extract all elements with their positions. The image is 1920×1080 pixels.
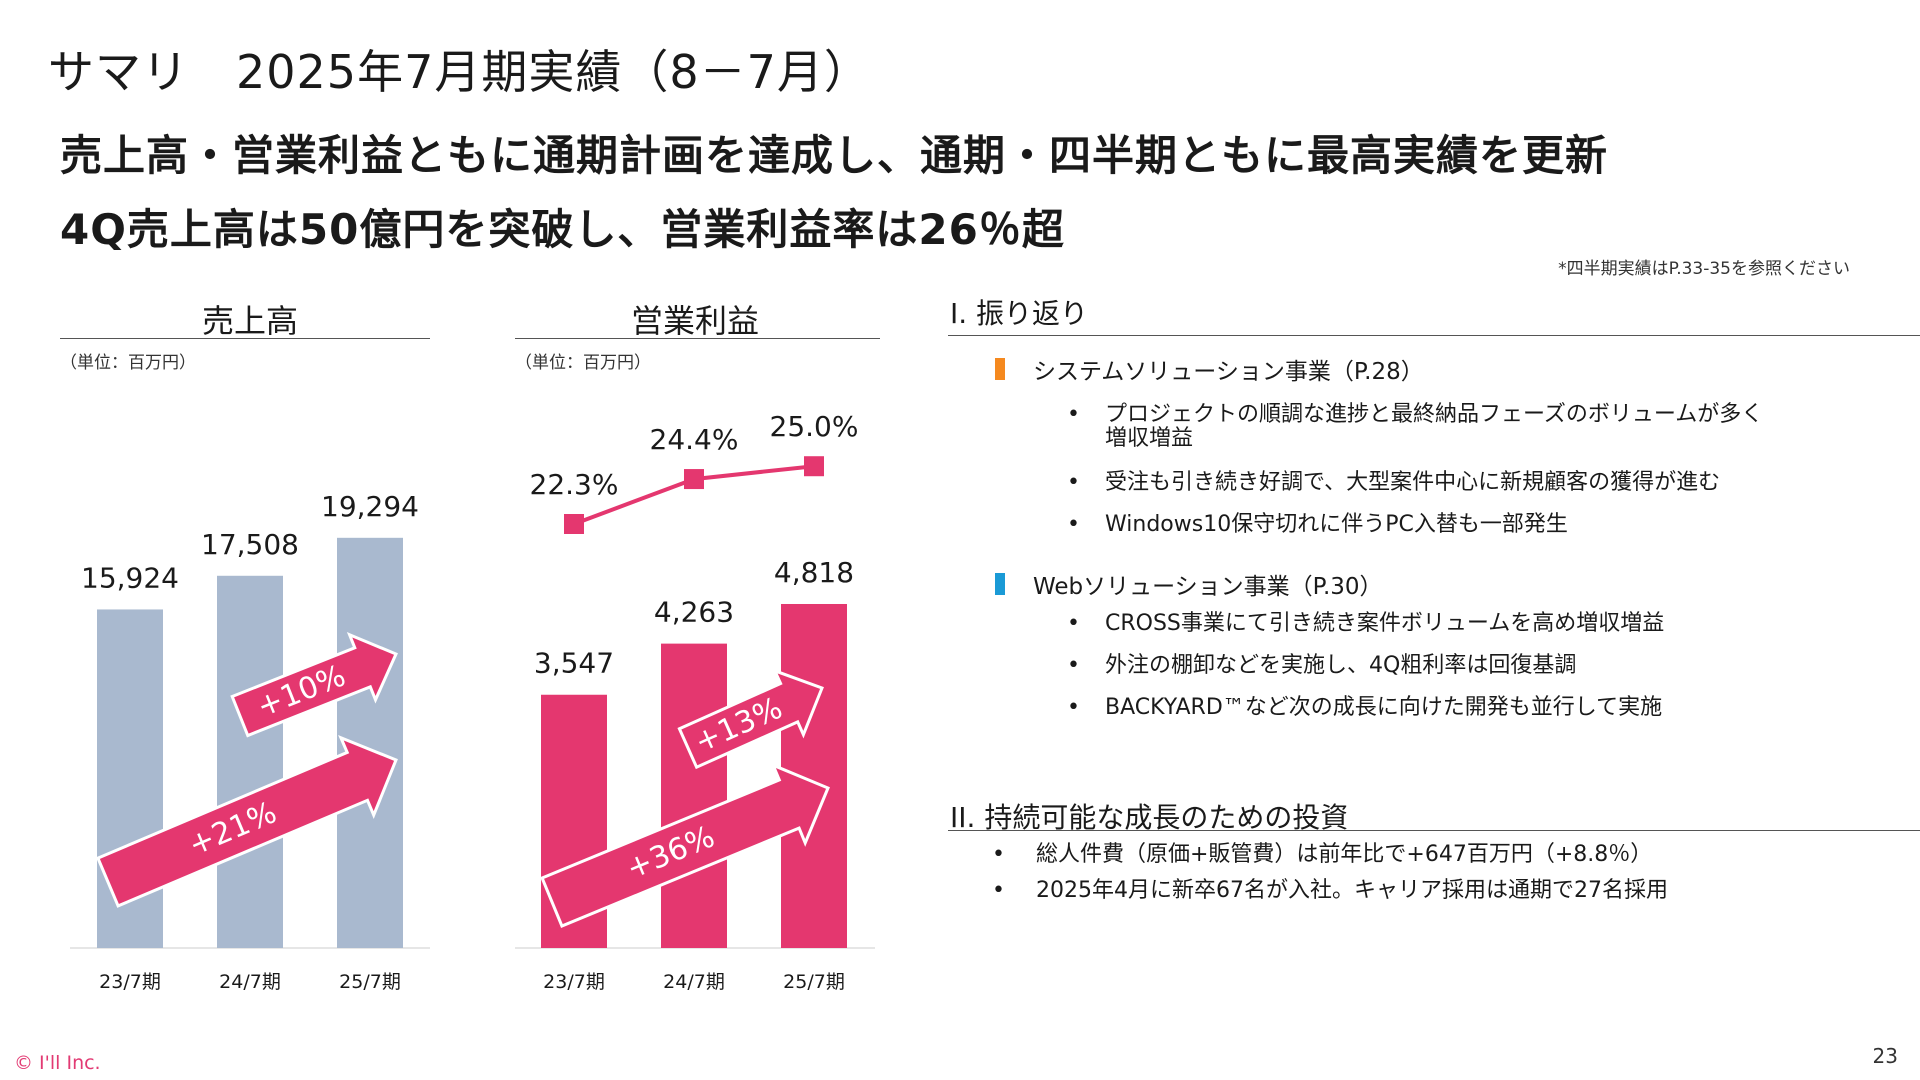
headline-secondary: 4Q売上高は50億円を突破し、営業利益率は26％超 bbox=[60, 205, 1065, 254]
bullet-icon: • bbox=[1067, 402, 1080, 427]
sales-growth-arrow-total bbox=[95, 734, 398, 908]
list-item: • 2025年4月に新卒67名が入社。キャリア採用は通期で27名採用 bbox=[992, 878, 1872, 906]
bullet-text: CROSS事業にて引き続き案件ボリュームを高め増収増益 bbox=[1105, 611, 1665, 636]
blue-marker-icon bbox=[995, 573, 1005, 595]
sales-category-label: 23/7期 bbox=[99, 971, 161, 993]
bullet-text: 外注の棚卸などを実施し、4Q粗利率は回復基調 bbox=[1105, 653, 1577, 678]
copyright-text: © I'll Inc. bbox=[14, 1052, 101, 1074]
profit-growth-arrow-total bbox=[540, 762, 830, 928]
margin-marker bbox=[804, 456, 824, 477]
bullet-icon: • bbox=[1067, 512, 1080, 537]
bullet-text: プロジェクトの順調な進捗と最終納品フェーズのボリュームが多く bbox=[1105, 402, 1764, 427]
profit-value-label: 4,263 bbox=[654, 596, 734, 629]
sales-category-label: 24/7期 bbox=[219, 971, 281, 993]
list-item: • 外注の棚卸などを実施し、4Q粗利率は回復基調 bbox=[1067, 653, 1867, 681]
profit-chart-title-rule bbox=[515, 338, 880, 339]
bullet-text: Windows10保守切れに伴うPC入替も一部発生 bbox=[1105, 512, 1568, 537]
bullet-icon: • bbox=[1067, 470, 1080, 495]
profit-category-label: 24/7期 bbox=[663, 971, 725, 993]
bullet-icon: • bbox=[992, 878, 1005, 903]
bullet-icon: • bbox=[1067, 653, 1080, 678]
margin-marker bbox=[564, 514, 584, 534]
profit-value-label: 4,818 bbox=[774, 556, 854, 589]
page-number: 23 bbox=[1872, 1044, 1898, 1068]
footnote: *四半期実績はP.33-35を参照ください bbox=[1558, 259, 1850, 279]
sales-value-label: 15,924 bbox=[81, 561, 179, 594]
sales-chart-title-rule bbox=[60, 338, 430, 339]
orange-marker-icon bbox=[995, 358, 1005, 380]
sales-chart-unit: （単位：百万円） bbox=[60, 353, 196, 373]
sales-category-label: 25/7期 bbox=[339, 971, 401, 993]
subsection-system-solution: システムソリューション事業（P.28） bbox=[995, 352, 1424, 386]
margin-value-label: 22.3% bbox=[530, 468, 619, 501]
subsection-web-solution-title: Webソリューション事業（P.30） bbox=[1033, 574, 1383, 600]
list-item: • Windows10保守切れに伴うPC入替も一部発生 bbox=[1067, 512, 1867, 540]
subsection-system-solution-title: システムソリューション事業（P.28） bbox=[1033, 359, 1424, 385]
list-item: • BACKYARD™など次の成長に向けた開発も並行して実施 bbox=[1067, 695, 1867, 723]
bullet-icon: • bbox=[992, 842, 1005, 867]
bullet-text: 総人件費（原価+販管費）は前年比で+647百万円（+8.8％） bbox=[1036, 842, 1653, 867]
profit-value-label: 3,547 bbox=[534, 647, 614, 680]
sales-value-label: 17,508 bbox=[201, 528, 299, 561]
list-item: • 総人件費（原価+販管費）は前年比で+647百万円（+8.8％） bbox=[992, 842, 1872, 870]
margin-value-label: 25.0% bbox=[770, 410, 859, 443]
section-investment-rule bbox=[948, 830, 1920, 831]
bullet-text: BACKYARD™など次の成長に向けた開発も並行して実施 bbox=[1105, 695, 1663, 720]
profit-growth-arrow-yoy bbox=[677, 668, 824, 770]
section-review-title: I. 振り返り bbox=[950, 297, 1089, 330]
list-item: • CROSS事業にて引き続き案件ボリュームを高め増収増益 bbox=[1067, 611, 1867, 639]
section-investment-title: II. 持続可能な成長のための投資 bbox=[950, 801, 1349, 834]
list-item: • プロジェクトの順調な進捗と最終納品フェーズのボリュームが多く 増収増益 bbox=[1067, 402, 1867, 454]
margin-value-label: 24.4% bbox=[650, 423, 739, 456]
list-item: • 受注も引き続き好調で、大型案件中心に新規顧客の獲得が進む bbox=[1067, 470, 1867, 498]
bullet-icon: • bbox=[1067, 695, 1080, 720]
bullet-text-continued: 増収増益 bbox=[1105, 426, 1194, 451]
bullet-text: 2025年4月に新卒67名が入社。キャリア採用は通期で27名採用 bbox=[1036, 878, 1668, 903]
profit-chart-title: 営業利益 bbox=[630, 302, 759, 340]
sales-bar bbox=[217, 575, 283, 948]
page-title: サマリ 2025年7月期実績（8－7月） bbox=[48, 45, 871, 99]
section-review-rule bbox=[948, 335, 1920, 336]
margin-marker bbox=[684, 469, 704, 490]
headline-primary: 売上高・営業利益ともに通期計画を達成し、通期・四半期ともに最高実績を更新 bbox=[60, 131, 1609, 180]
bullet-icon: • bbox=[1067, 611, 1080, 636]
profit-chart-unit: （単位：百万円） bbox=[515, 353, 651, 373]
bullet-text: 受注も引き続き好調で、大型案件中心に新規顧客の獲得が進む bbox=[1105, 470, 1721, 495]
subsection-web-solution: Webソリューション事業（P.30） bbox=[995, 567, 1383, 601]
profit-category-label: 25/7期 bbox=[783, 971, 845, 993]
sales-chart-title: 売上高 bbox=[201, 302, 298, 340]
charts-canvas: 15,92423/7期17,50824/7期19,29425/7期+21%+10… bbox=[70, 410, 875, 993]
profit-bar bbox=[661, 643, 727, 948]
sales-growth-arrow-yoy bbox=[230, 632, 398, 738]
profit-category-label: 23/7期 bbox=[543, 971, 605, 993]
sales-value-label: 19,294 bbox=[321, 490, 419, 523]
